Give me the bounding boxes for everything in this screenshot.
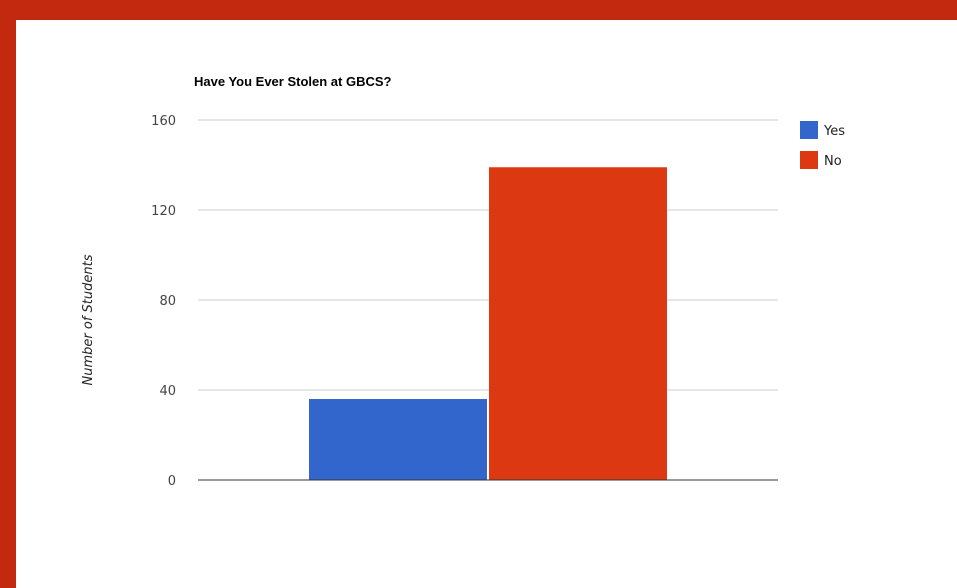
legend-swatch-no xyxy=(800,151,818,169)
legend-swatch-yes xyxy=(800,121,818,139)
legend-label-no: No xyxy=(824,154,842,169)
legend-label-yes: Yes xyxy=(823,124,845,139)
y-tick-label: 80 xyxy=(159,294,176,309)
legend: Yes No xyxy=(800,121,845,169)
y-axis-label: Number of Students xyxy=(81,254,96,385)
bar-yes xyxy=(309,399,487,480)
y-tick-label: 120 xyxy=(151,204,176,219)
y-tick-label: 40 xyxy=(159,384,176,399)
y-tick-label: 0 xyxy=(168,474,176,489)
chart-panel: Have You Ever Stolen at GBCS? Number of … xyxy=(16,20,957,588)
y-tick-label: 160 xyxy=(151,114,176,129)
y-axis-ticks: 0 40 80 120 160 xyxy=(151,114,176,489)
chart-title: Have You Ever Stolen at GBCS? xyxy=(194,74,392,89)
gridlines xyxy=(198,119,778,391)
bar-no xyxy=(489,167,667,480)
bars xyxy=(309,167,667,480)
bar-chart: Have You Ever Stolen at GBCS? Number of … xyxy=(81,74,845,489)
